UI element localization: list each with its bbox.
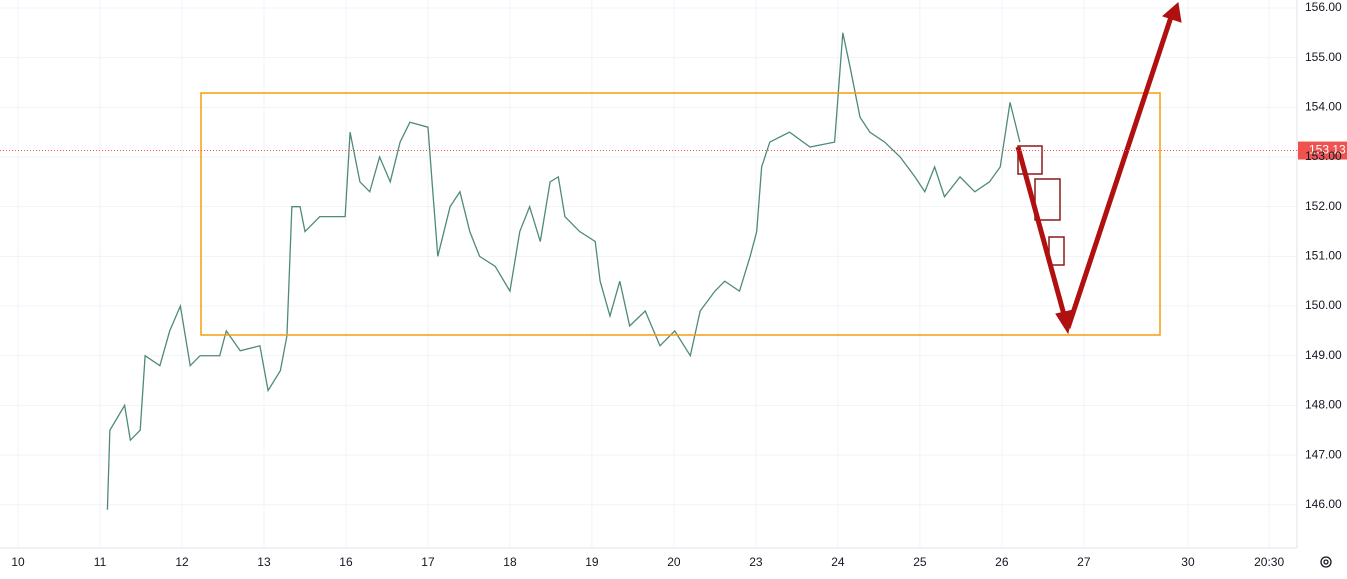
- x-tick-label: 13: [257, 555, 271, 569]
- x-tick-label: 25: [913, 555, 927, 569]
- x-tick-label: 20: [667, 555, 681, 569]
- y-tick-label: 147.00: [1305, 447, 1342, 461]
- x-tick-label: 10: [11, 555, 25, 569]
- y-tick-label: 156.00: [1305, 0, 1342, 14]
- x-tick-label: 19: [585, 555, 599, 569]
- y-tick-label: 155.00: [1305, 50, 1342, 64]
- grid: [0, 0, 1297, 548]
- x-tick-label: 12: [175, 555, 189, 569]
- x-tick-label: 11: [94, 555, 107, 569]
- x-tick-label: 20:30: [1254, 555, 1284, 569]
- last-price-badge: [1298, 141, 1347, 160]
- y-tick-label: 148.00: [1305, 398, 1342, 412]
- y-tick-label: 146.00: [1305, 497, 1342, 511]
- price-line: [106, 32, 1021, 510]
- x-tick-label: 16: [339, 555, 353, 569]
- x-tick-label: 18: [503, 555, 517, 569]
- settings-icon[interactable]: [1320, 556, 1332, 568]
- range-box: [200, 92, 1161, 336]
- x-tick-label: 24: [831, 555, 845, 569]
- y-tick-label: 152.00: [1305, 199, 1342, 213]
- x-tick-label: 17: [421, 555, 435, 569]
- x-tick-label: 27: [1077, 555, 1091, 569]
- overlay: 153.13: [0, 141, 1347, 160]
- y-tick-label: 150.00: [1305, 298, 1342, 312]
- y-tick-label: 151.00: [1305, 249, 1342, 263]
- x-tick-label: 23: [749, 555, 763, 569]
- x-tick-label: 26: [995, 555, 1009, 569]
- last-price-label: 153.13: [1309, 143, 1346, 157]
- projection-arrow[interactable]: [1015, 2, 1182, 335]
- y-tick-label: 153.00: [1305, 149, 1342, 163]
- plot: [106, 32, 1021, 510]
- y-tick-label: 154.00: [1305, 99, 1342, 113]
- x-tick-label: 30: [1181, 555, 1195, 569]
- y-tick-label: 149.00: [1305, 348, 1342, 362]
